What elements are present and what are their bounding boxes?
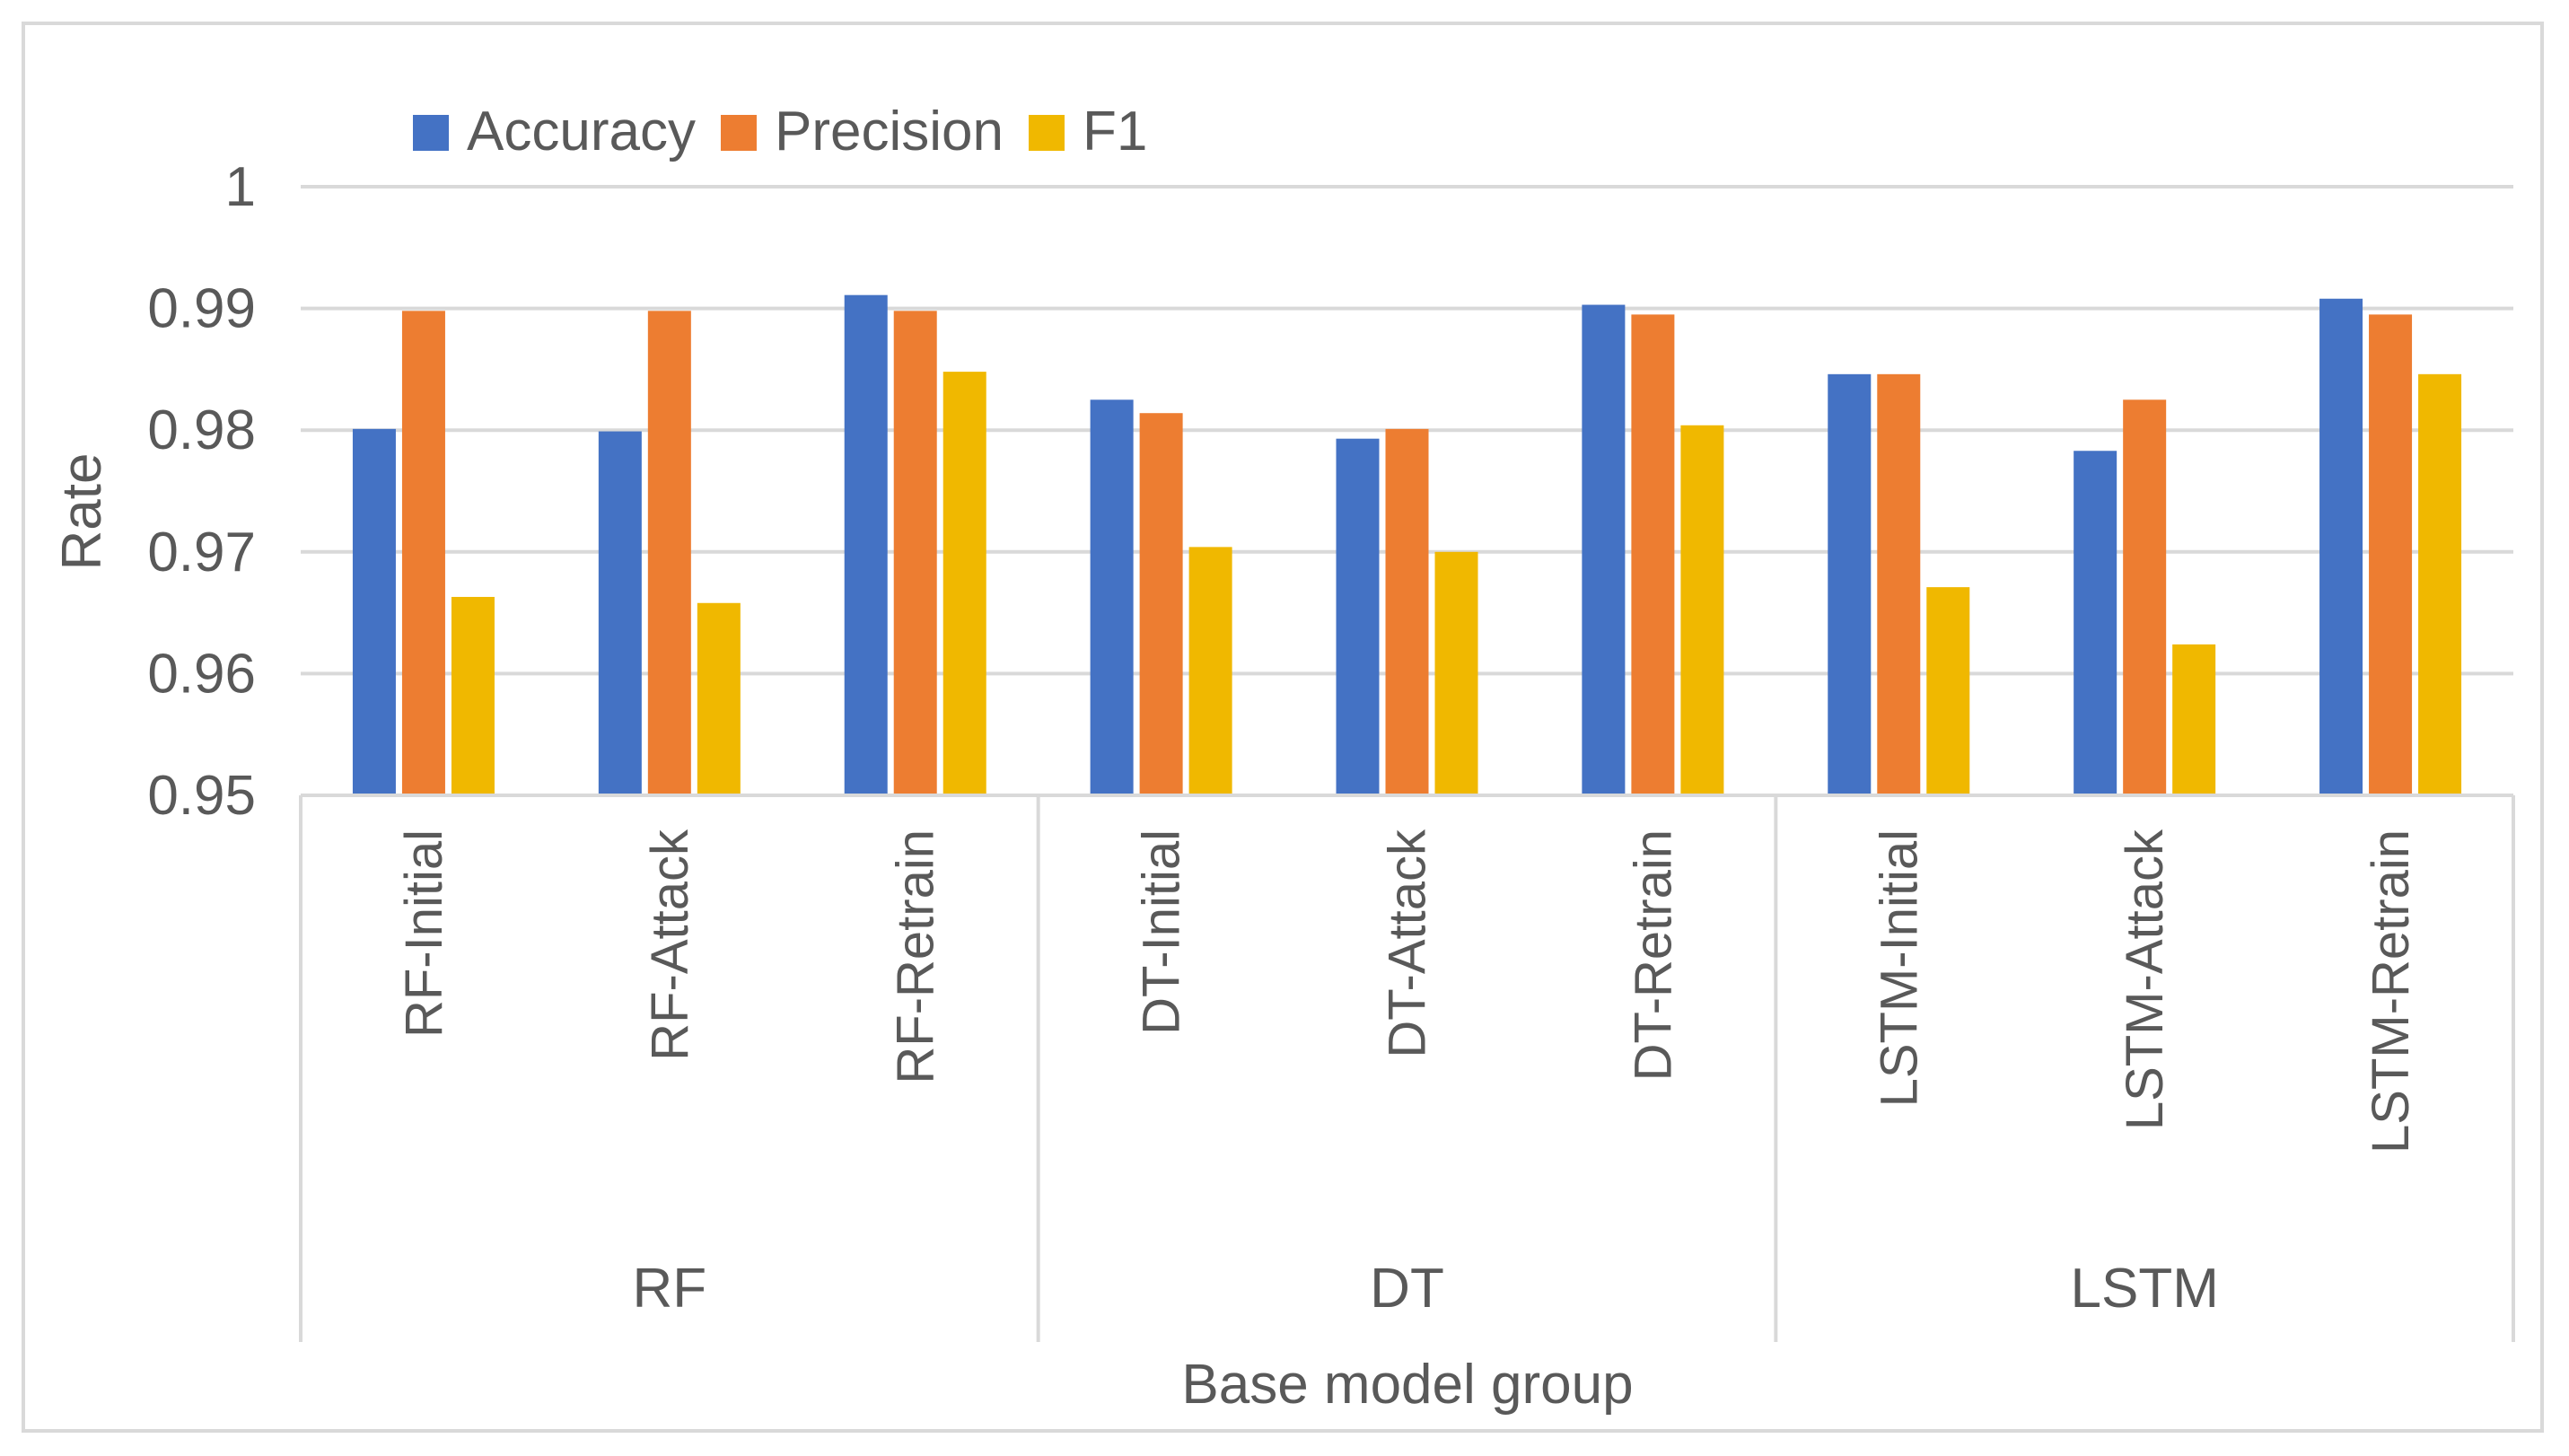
legend-label-precision: Precision bbox=[775, 101, 1004, 162]
y-tick-label-1: 1 bbox=[225, 156, 256, 218]
x-tick-label-dt-initial: DT-Initial bbox=[1133, 829, 1191, 1035]
group-label-dt: DT bbox=[1370, 1258, 1444, 1320]
legend-swatch-precision bbox=[720, 115, 757, 151]
bar-f1-rf-retrain bbox=[943, 372, 986, 795]
bars bbox=[352, 294, 2462, 796]
bar-precision-rf-retrain bbox=[893, 311, 937, 795]
x-axis-groups: RF DT LSTM bbox=[633, 1258, 2219, 1320]
group-label-lstm: LSTM bbox=[2070, 1258, 2218, 1320]
legend-swatch-f1 bbox=[1028, 115, 1065, 151]
y-tick-label-0-99: 0.99 bbox=[147, 278, 256, 340]
bar-f1-lstm-attack bbox=[2172, 644, 2216, 795]
y-axis-ticks: 0.95 0.96 0.97 0.98 0.99 1 bbox=[147, 156, 256, 827]
y-tick-label-0-98: 0.98 bbox=[147, 399, 256, 461]
x-tick-label-rf-attack: RF-Attack bbox=[641, 829, 699, 1061]
x-axis-label: Base model group bbox=[1181, 1354, 1633, 1416]
y-tick-label-0-95: 0.95 bbox=[147, 765, 256, 827]
legend-item-precision: Precision bbox=[720, 101, 1004, 162]
bar-precision-dt-initial bbox=[1139, 413, 1183, 795]
bar-accuracy-lstm-attack bbox=[2074, 451, 2117, 795]
bar-precision-dt-attack bbox=[1385, 428, 1429, 795]
bar-precision-rf-attack bbox=[647, 311, 691, 795]
x-axis-categories: RF-Initial RF-Attack RF-Retrain DT-Initial D… bbox=[395, 829, 2420, 1153]
bar-accuracy-dt-retrain bbox=[1582, 304, 1626, 796]
x-tick-label-rf-retrain: RF-Retrain bbox=[887, 829, 945, 1084]
bar-f1-rf-initial bbox=[451, 596, 495, 795]
group-label-rf: RF bbox=[633, 1258, 707, 1320]
y-tick-label-0-97: 0.97 bbox=[147, 522, 256, 583]
x-tick-label-lstm-attack: LSTM-Attack bbox=[2116, 829, 2174, 1130]
bar-accuracy-dt-attack bbox=[1336, 438, 1380, 795]
legend-item-accuracy: Accuracy bbox=[413, 101, 696, 162]
bar-accuracy-lstm-initial bbox=[1828, 373, 1872, 795]
legend-swatch-accuracy bbox=[413, 115, 449, 151]
x-axis bbox=[299, 794, 2515, 1342]
x-tick-label-dt-retrain: DT-Retrain bbox=[1624, 829, 1682, 1081]
legend-label-f1: F1 bbox=[1083, 101, 1147, 162]
legend-item-f1: F1 bbox=[1028, 101, 1147, 162]
x-tick-label-dt-attack: DT-Attack bbox=[1379, 829, 1437, 1058]
y-axis-label: Rate bbox=[51, 453, 113, 571]
bar-f1-dt-retrain bbox=[1680, 425, 1724, 795]
bar-precision-lstm-retrain bbox=[2369, 314, 2413, 795]
x-tick-label-rf-initial: RF-Initial bbox=[395, 829, 453, 1038]
bar-f1-dt-initial bbox=[1188, 547, 1232, 795]
bar-f1-dt-attack bbox=[1434, 551, 1478, 795]
bar-f1-lstm-initial bbox=[1926, 587, 1970, 795]
y-tick-label-0-96: 0.96 bbox=[147, 643, 256, 705]
bar-accuracy-dt-initial bbox=[1090, 399, 1134, 795]
legend-label-accuracy: Accuracy bbox=[467, 101, 696, 162]
bar-accuracy-rf-attack bbox=[598, 431, 642, 795]
bar-precision-lstm-attack bbox=[2123, 399, 2167, 795]
x-tick-label-lstm-initial: LSTM-Initial bbox=[1870, 829, 1928, 1107]
legend: Accuracy Precision F1 bbox=[413, 101, 1147, 162]
bar-accuracy-rf-retrain bbox=[844, 294, 888, 796]
bar-f1-rf-attack bbox=[697, 602, 741, 795]
bar-precision-rf-initial bbox=[401, 311, 445, 795]
bar-precision-dt-retrain bbox=[1631, 314, 1675, 795]
bar-precision-lstm-initial bbox=[1877, 373, 1921, 795]
bar-f1-lstm-retrain bbox=[2418, 373, 2462, 795]
x-tick-label-lstm-retrain: LSTM-Retrain bbox=[2362, 829, 2420, 1153]
bar-accuracy-lstm-retrain bbox=[2319, 298, 2363, 795]
bar-accuracy-rf-initial bbox=[352, 428, 396, 795]
